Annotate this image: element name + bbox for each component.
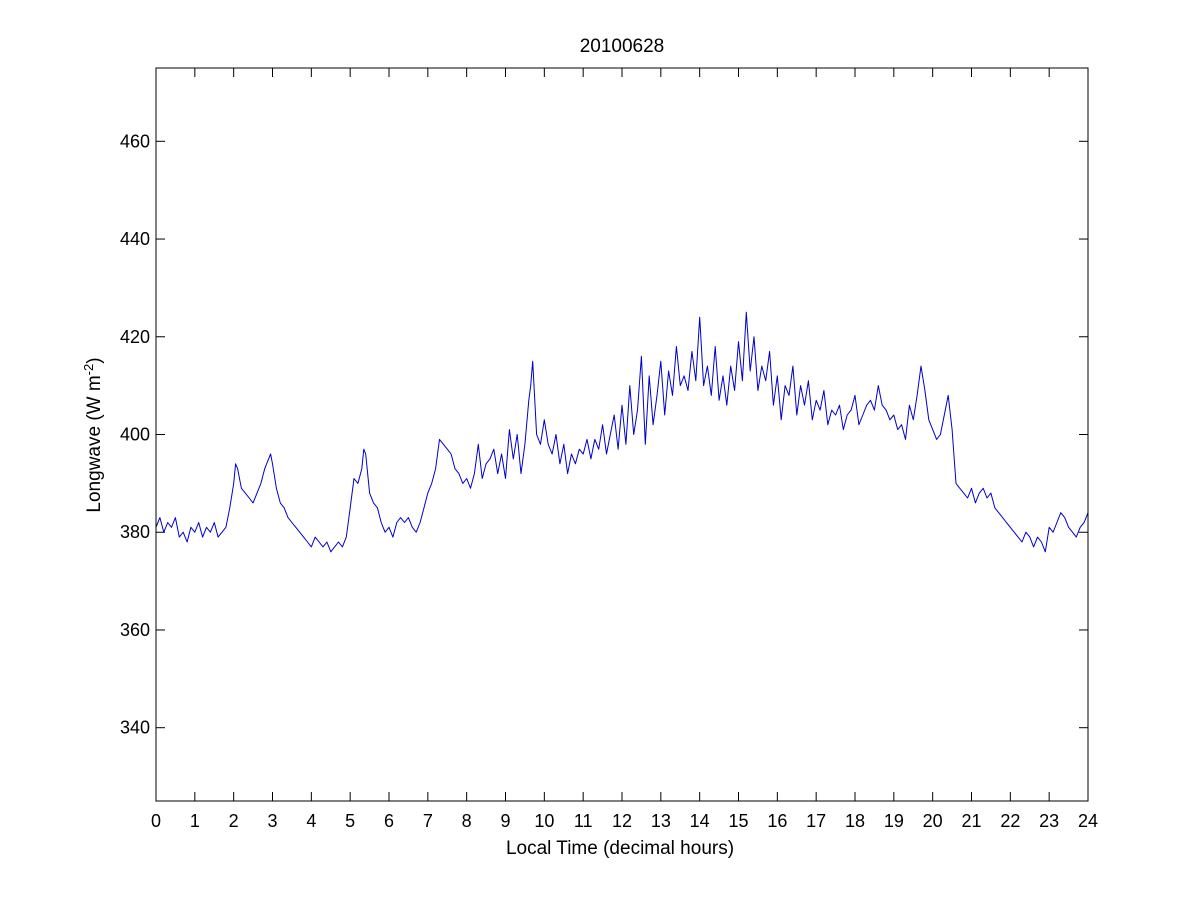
x-tick-label: 23 [1039,811,1059,831]
x-tick-label: 16 [767,811,787,831]
x-tick-label: 17 [806,811,826,831]
x-tick-label: 9 [500,811,510,831]
y-tick-label: 400 [120,425,150,445]
y-tick-label: 460 [120,131,150,151]
y-axis-label-main: Longwave (W m [84,375,105,512]
plot-area [156,68,1088,801]
x-tick-label: 3 [267,811,277,831]
x-tick-label: 24 [1078,811,1098,831]
y-axis-label: Longwave (W m-2) [81,357,106,512]
x-tick-label: 22 [1000,811,1020,831]
y-tick-label: 340 [120,718,150,738]
x-tick-label: 6 [384,811,394,831]
x-tick-label: 5 [345,811,355,831]
longwave-series-line [155,311,1089,553]
x-tick-label: 10 [534,811,554,831]
x-tick-label: 14 [690,811,710,831]
x-tick-label: 21 [961,811,981,831]
x-tick-label: 12 [612,811,632,831]
x-tick-label: 20 [923,811,943,831]
plot-frame [155,67,1089,802]
x-tick-label: 8 [462,811,472,831]
y-axis-ticks: 340 360 380 400 420 440 460 [120,131,1088,738]
x-tick-label: 2 [229,811,239,831]
y-tick-label: 360 [120,620,150,640]
x-axis-ticks: 0 1 2 3 4 5 6 7 8 9 10 11 12 13 14 15 16 17 18 19 20 21 22 23 24 [151,68,1098,831]
x-tick-label: 13 [651,811,671,831]
x-tick-label: 18 [845,811,865,831]
y-axis-label-superscript: -2 [81,364,96,376]
y-axis-label-suffix: ) [84,357,105,363]
x-tick-label: 11 [574,811,593,831]
chart-title: 20100628 [580,36,665,57]
x-tick-label: 0 [151,811,161,831]
x-tick-label: 1 [190,811,200,831]
x-tick-label: 7 [423,811,433,831]
x-axis-label: Local Time (decimal hours) [506,838,734,859]
x-tick-label: 4 [306,811,316,831]
x-tick-label: 19 [884,811,904,831]
x-tick-label: 15 [728,811,748,831]
y-tick-label: 380 [120,522,150,542]
y-tick-label: 440 [120,229,150,249]
y-tick-label: 420 [120,327,150,347]
